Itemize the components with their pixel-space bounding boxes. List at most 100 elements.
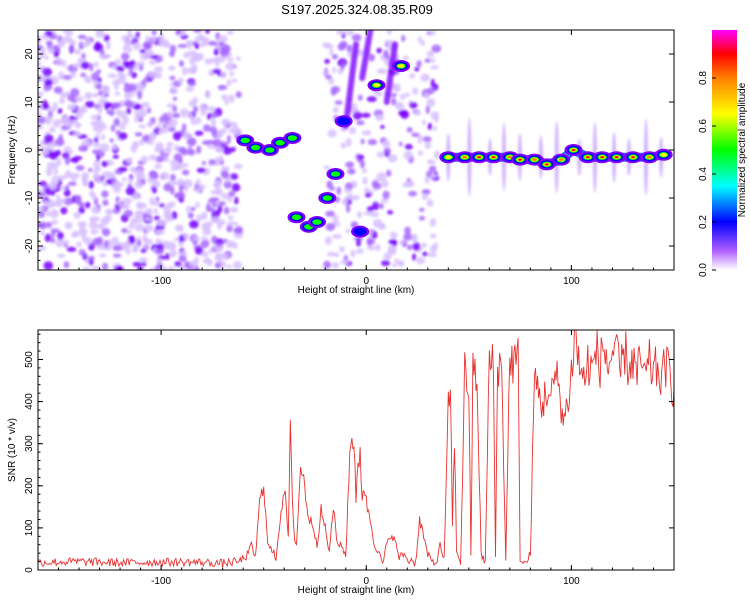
noise-speck: [215, 252, 225, 260]
noise-speck: [221, 118, 231, 126]
noise-speck: [181, 30, 186, 36]
noise-speck: [138, 124, 147, 129]
noise-speck: [135, 218, 144, 223]
noise-speck: [100, 219, 106, 226]
noise-speck: [419, 207, 425, 212]
noise-speck: [163, 183, 172, 192]
noise-speck: [171, 112, 181, 119]
noise-speck: [400, 93, 406, 101]
noise-speck: [105, 208, 114, 215]
noise-speck: [59, 91, 69, 98]
noise-speck: [72, 63, 81, 68]
noise-speck: [365, 129, 372, 136]
noise-speck: [168, 127, 176, 132]
noise-speck: [148, 154, 158, 161]
noise-speck: [372, 219, 383, 228]
noise-speck: [38, 44, 43, 50]
noise-speck: [112, 245, 123, 252]
noise-speck: [63, 189, 71, 197]
noise-speck: [411, 132, 420, 137]
noise-speck: [413, 109, 421, 116]
noise-speck: [131, 166, 136, 174]
noise-speck: [93, 159, 100, 169]
noise-speck: [45, 221, 53, 229]
colorbar-label: Normalized spectral amplitude: [737, 82, 748, 217]
noise-speck: [54, 138, 65, 147]
noise-speck: [201, 211, 208, 220]
noise-speck: [422, 136, 432, 143]
spectral-peak: [367, 79, 386, 92]
noise-speck: [207, 40, 217, 46]
noise-speck: [418, 215, 426, 221]
noise-speck: [226, 134, 231, 144]
noise-speck: [386, 169, 392, 177]
noise-speck: [78, 145, 88, 152]
noise-speck: [81, 235, 87, 241]
noise-speck: [342, 199, 348, 205]
noise-speck: [128, 65, 133, 75]
noise-speck: [174, 261, 182, 267]
noise-speck: [189, 220, 199, 229]
noise-speck: [356, 211, 362, 219]
noise-speck: [178, 77, 184, 85]
noise-speck: [97, 77, 102, 83]
noise-speck: [433, 242, 439, 249]
noise-speck: [412, 242, 421, 251]
noise-speck: [404, 226, 411, 236]
noise-speck: [112, 253, 122, 258]
noise-speck: [380, 124, 385, 129]
noise-speck: [368, 229, 374, 235]
noise-speck: [346, 204, 351, 213]
noise-speck: [57, 231, 64, 240]
noise-speck: [142, 237, 149, 243]
noise-speck: [422, 192, 428, 201]
noise-speck: [375, 90, 383, 97]
noise-speck: [64, 243, 69, 248]
snr-frame: [37, 329, 675, 571]
noise-speck: [45, 203, 55, 208]
noise-speck: [376, 47, 383, 54]
noise-speck: [135, 61, 145, 67]
noise-speck: [78, 249, 86, 256]
noise-speck: [173, 180, 182, 186]
noise-speck: [156, 229, 165, 235]
noise-speck: [336, 186, 342, 195]
noise-speck: [120, 67, 125, 72]
snr-series-line: [38, 330, 674, 568]
noise-speck: [52, 101, 58, 111]
noise-speck: [53, 86, 63, 94]
spectral-peak: [537, 158, 556, 171]
noise-speck: [210, 118, 217, 127]
noise-speck: [126, 107, 132, 115]
noise-speck: [53, 168, 59, 175]
y-tick-label: 0: [24, 567, 35, 573]
noise-speck: [99, 53, 110, 60]
noise-speck: [223, 141, 229, 147]
noise-speck: [376, 172, 387, 182]
noise-speck: [207, 227, 212, 235]
noise-speck: [424, 58, 431, 63]
spectral-peak: [334, 115, 353, 128]
spectral-peak: [455, 151, 474, 164]
noise-speck: [95, 30, 106, 38]
y-tick-label: 10: [24, 96, 35, 108]
noise-speck: [192, 64, 198, 70]
noise-speck: [101, 133, 106, 141]
noise-speck: [101, 190, 109, 198]
noise-speck: [383, 148, 392, 154]
noise-speck: [178, 234, 185, 243]
noise-speck: [229, 173, 239, 180]
noise-speck: [406, 244, 413, 251]
spectral-peak: [564, 144, 583, 156]
noise-speck: [201, 38, 209, 47]
noise-speck: [98, 253, 107, 258]
noise-speck: [212, 69, 222, 74]
noise-speck: [151, 30, 157, 36]
noise-speck: [63, 261, 70, 269]
noise-speck: [134, 132, 143, 137]
noise-speck: [181, 66, 188, 76]
noise-speck: [57, 108, 63, 114]
noise-speck: [57, 253, 66, 258]
noise-speck: [394, 101, 403, 107]
